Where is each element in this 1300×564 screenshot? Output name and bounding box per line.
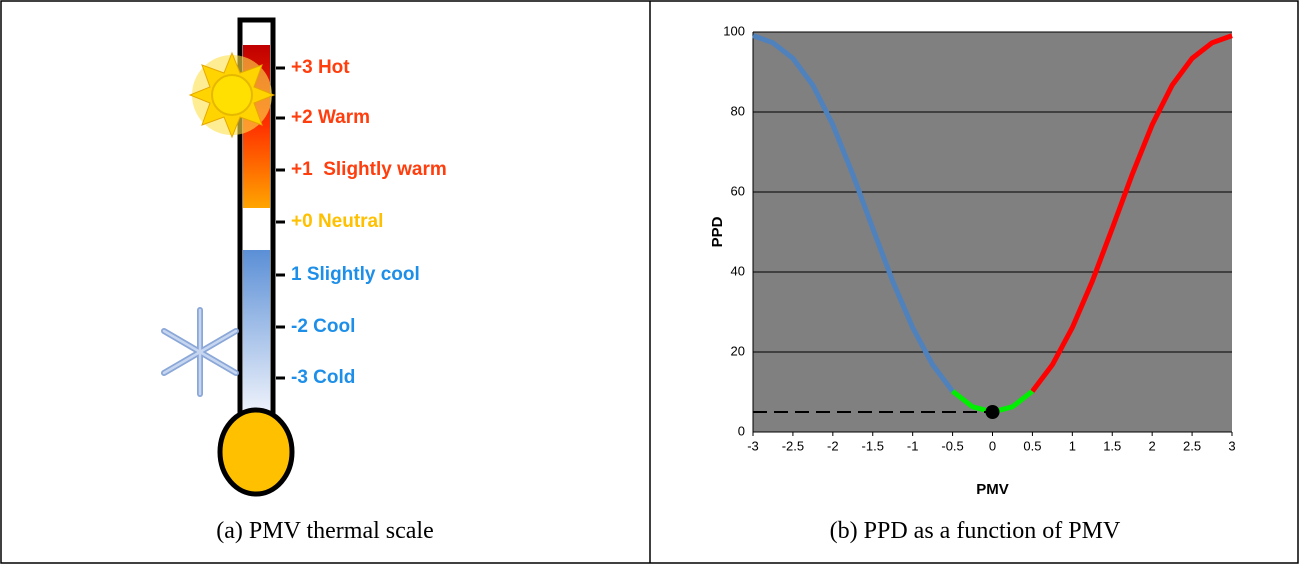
x-tick-label: -1.5 (862, 438, 884, 453)
scale-label: +1 Slightly warm (291, 159, 447, 180)
cool-fill (243, 250, 270, 412)
scale-label: +0 Neutral (291, 211, 383, 232)
y-tick-label: 20 (731, 343, 745, 358)
scale-label: +3 Hot (291, 57, 350, 78)
scale-label: -3 Cold (291, 367, 355, 388)
x-tick-label: -3 (747, 438, 759, 453)
y-tick-label: 100 (723, 23, 745, 38)
x-tick-label: 3 (1228, 438, 1235, 453)
x-tick-label: -2 (827, 438, 839, 453)
x-tick-label: 2 (1149, 438, 1156, 453)
y-tick-label: 80 (731, 103, 745, 118)
x-tick-label: 1.5 (1103, 438, 1121, 453)
x-tick-label: -1 (907, 438, 919, 453)
marker-point (985, 405, 1000, 419)
y-axis-label: PPD (709, 216, 726, 247)
x-tick-label: -0.5 (941, 438, 963, 453)
bulb (217, 407, 295, 497)
x-tick-label: 0 (989, 438, 996, 453)
scale-label: 1 Slightly cool (291, 264, 420, 285)
x-tick-label: 2.5 (1183, 438, 1201, 453)
ppd-line (1030, 33, 1233, 393)
y-tick-label: 60 (731, 183, 745, 198)
caption: (a) PMV thermal scale (216, 518, 434, 544)
y-tick-label: 40 (731, 263, 745, 278)
scale-label: -2 Cool (291, 316, 355, 337)
plot-area (753, 32, 1232, 432)
sun (188, 51, 276, 139)
x-tick-label: 1 (1069, 438, 1076, 453)
snowflake (161, 307, 239, 397)
caption: (b) PPD as a function of PMV (830, 518, 1121, 544)
y-tick-label: 0 (738, 423, 745, 438)
x-tick-label: -2.5 (782, 438, 804, 453)
ppd-line (752, 33, 955, 393)
x-tick-label: 0.5 (1023, 438, 1041, 453)
scale-label: +2 Warm (291, 107, 370, 128)
thermometer (161, 17, 295, 497)
x-axis-label: PMV (976, 481, 1009, 498)
